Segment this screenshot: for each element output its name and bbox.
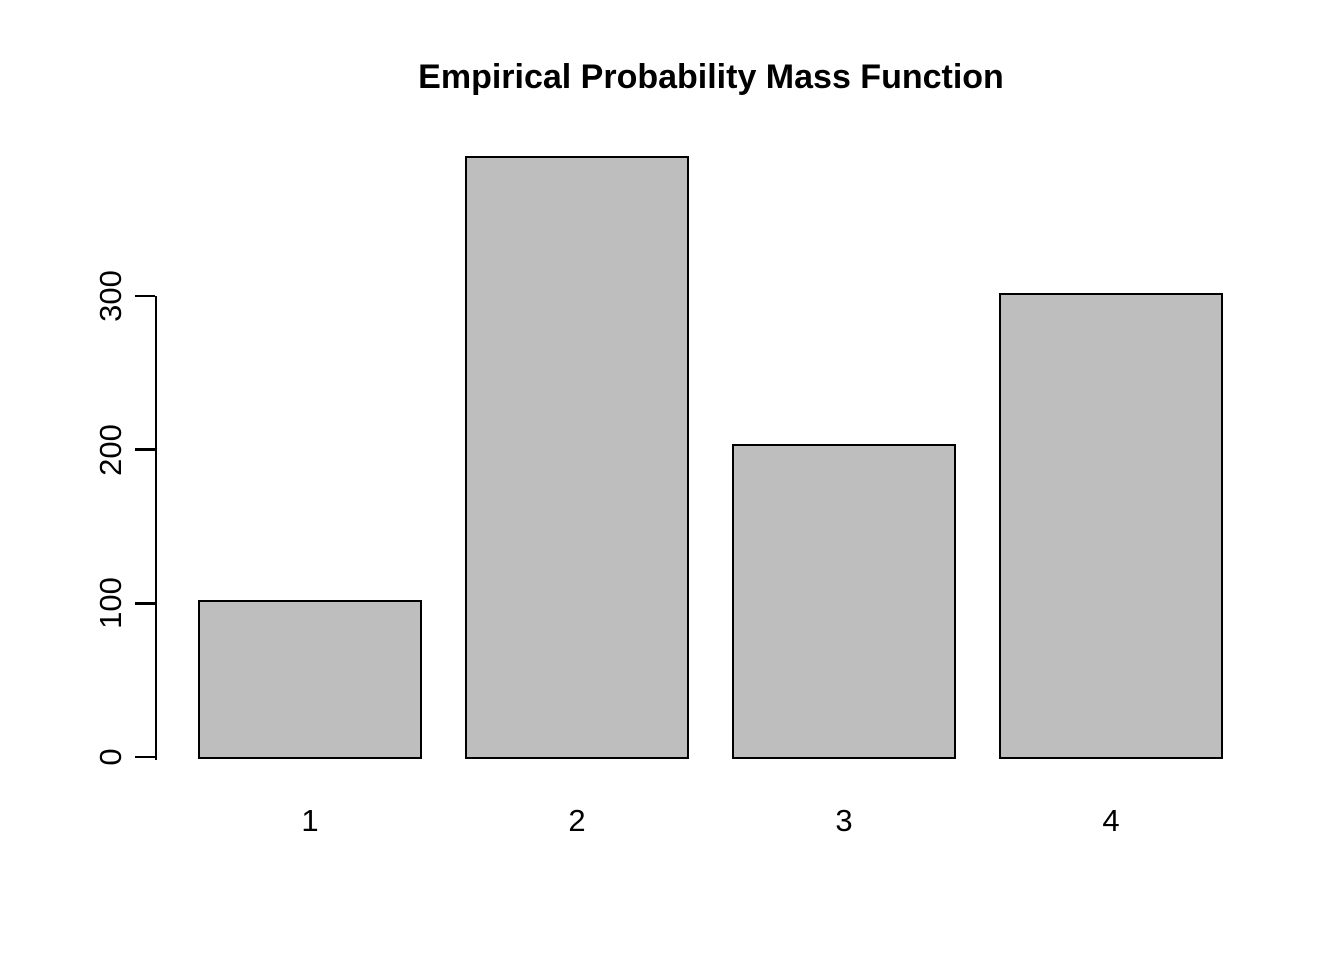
y-tick (134, 602, 155, 605)
y-tick-label: 100 (93, 577, 128, 630)
y-tick-label: 0 (93, 748, 128, 766)
y-axis-line (154, 296, 157, 760)
y-tick (134, 448, 155, 451)
bar (999, 292, 1223, 760)
x-category-label: 4 (1102, 803, 1120, 838)
x-category-label: 2 (568, 803, 586, 838)
y-tick (134, 294, 155, 298)
y-tick-label: 300 (93, 270, 128, 322)
bar (198, 600, 422, 760)
chart-title: Empirical Probability Mass Function (418, 58, 1004, 96)
x-category-label: 3 (835, 803, 853, 838)
y-tick (134, 755, 155, 759)
x-category-label: 1 (301, 803, 319, 838)
bar (465, 156, 689, 760)
y-tick-label: 200 (93, 423, 128, 476)
bar (732, 443, 956, 760)
